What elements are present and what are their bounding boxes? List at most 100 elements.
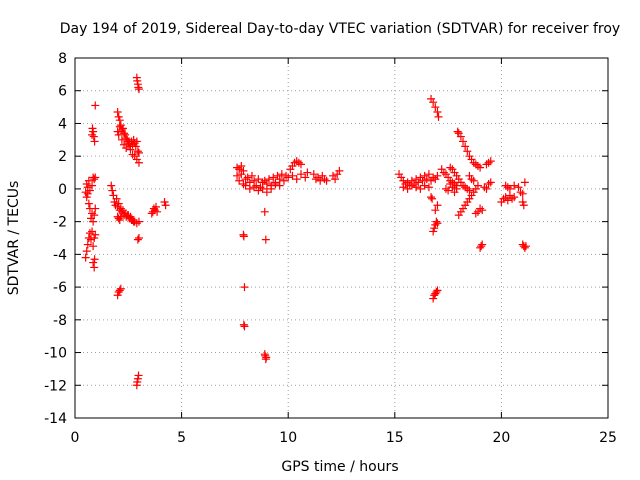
data-point — [518, 189, 527, 198]
data-point — [116, 212, 125, 221]
data-point — [482, 184, 491, 193]
data-point — [303, 168, 312, 177]
y-tick-label: -14 — [44, 411, 67, 427]
data-point — [254, 175, 263, 184]
data-point — [239, 320, 248, 329]
data-point — [288, 171, 297, 180]
data-point — [83, 240, 92, 249]
data-point — [422, 175, 431, 184]
x-tick-label: 0 — [71, 430, 80, 446]
data-point — [418, 176, 427, 185]
data-point — [431, 206, 440, 215]
data-point — [134, 234, 143, 242]
data-points — [81, 73, 530, 390]
data-point — [160, 198, 169, 206]
y-axis-label: SDTVAR / TECUs — [6, 181, 22, 296]
data-point — [262, 180, 271, 188]
data-point — [81, 253, 90, 262]
data-point — [91, 204, 100, 213]
data-point — [459, 137, 468, 146]
y-tick-label: -8 — [53, 313, 67, 329]
data-point — [134, 148, 143, 157]
data-point — [132, 137, 141, 146]
data-point — [114, 130, 123, 139]
data-point — [309, 170, 318, 179]
data-point — [115, 216, 124, 224]
data-point — [237, 170, 246, 179]
data-point — [90, 211, 99, 220]
data-point — [88, 181, 97, 190]
y-tick-label: 6 — [58, 84, 67, 100]
x-tick-label: 10 — [279, 430, 297, 446]
axis-ticks: 0 5 10 15 20 25 -14 -12 -10 -8 -6 -4 -2 0 2 4 6 8 — [44, 51, 617, 446]
chart-title: Day 194 of 2019, Sidereal Day-to-day VTE… — [60, 21, 620, 37]
grid — [75, 58, 608, 418]
data-point — [239, 232, 248, 241]
data-point — [152, 202, 161, 211]
data-point — [429, 98, 438, 107]
data-point — [277, 170, 286, 179]
data-point — [133, 378, 142, 386]
data-point — [117, 135, 126, 144]
data-point — [88, 124, 97, 133]
data-point — [433, 201, 442, 210]
data-point — [428, 194, 437, 203]
data-point — [448, 183, 457, 192]
y-tick-label: -12 — [44, 378, 67, 394]
data-point — [113, 291, 122, 300]
y-tick-label: 4 — [58, 116, 67, 132]
data-point — [237, 162, 246, 170]
data-point — [520, 243, 529, 252]
data-point — [461, 142, 470, 151]
data-point — [505, 184, 514, 193]
data-point — [134, 371, 143, 380]
data-point — [89, 242, 98, 251]
data-point — [486, 157, 495, 166]
data-point — [113, 127, 122, 136]
y-tick-label: 0 — [58, 182, 67, 198]
data-point — [245, 184, 254, 193]
y-tick-label: 2 — [58, 149, 67, 165]
data-point — [432, 217, 441, 226]
data-point — [116, 284, 125, 293]
data-point — [90, 263, 99, 272]
y-tick-label: 8 — [58, 51, 67, 67]
data-point — [424, 170, 433, 179]
data-point — [261, 235, 270, 244]
x-tick-label: 25 — [599, 430, 617, 446]
data-point — [90, 175, 99, 184]
data-point — [296, 160, 305, 169]
data-point — [433, 219, 442, 228]
data-point — [444, 186, 453, 195]
data-point — [133, 147, 142, 156]
y-tick-label: -10 — [44, 346, 67, 362]
data-point — [262, 353, 271, 362]
data-point — [521, 242, 530, 251]
data-point — [89, 127, 98, 136]
data-point — [429, 227, 438, 236]
data-point — [407, 181, 416, 190]
data-point — [134, 83, 143, 92]
data-point — [133, 374, 142, 383]
data-point — [247, 171, 256, 180]
data-point — [134, 217, 143, 226]
data-point — [420, 181, 429, 190]
data-point — [434, 112, 443, 121]
data-point — [331, 175, 340, 184]
data-point — [108, 186, 117, 195]
data-point — [233, 171, 242, 180]
data-point — [250, 183, 259, 192]
data-point — [301, 173, 310, 182]
data-point — [240, 283, 249, 292]
data-point — [91, 101, 100, 110]
data-point — [240, 322, 249, 331]
data-point — [153, 207, 162, 216]
data-point — [115, 286, 124, 295]
data-point — [133, 76, 142, 85]
data-point — [89, 217, 98, 226]
y-tick-label: -4 — [53, 247, 67, 263]
data-point — [519, 201, 528, 210]
data-point — [465, 186, 474, 195]
data-point — [126, 145, 135, 154]
